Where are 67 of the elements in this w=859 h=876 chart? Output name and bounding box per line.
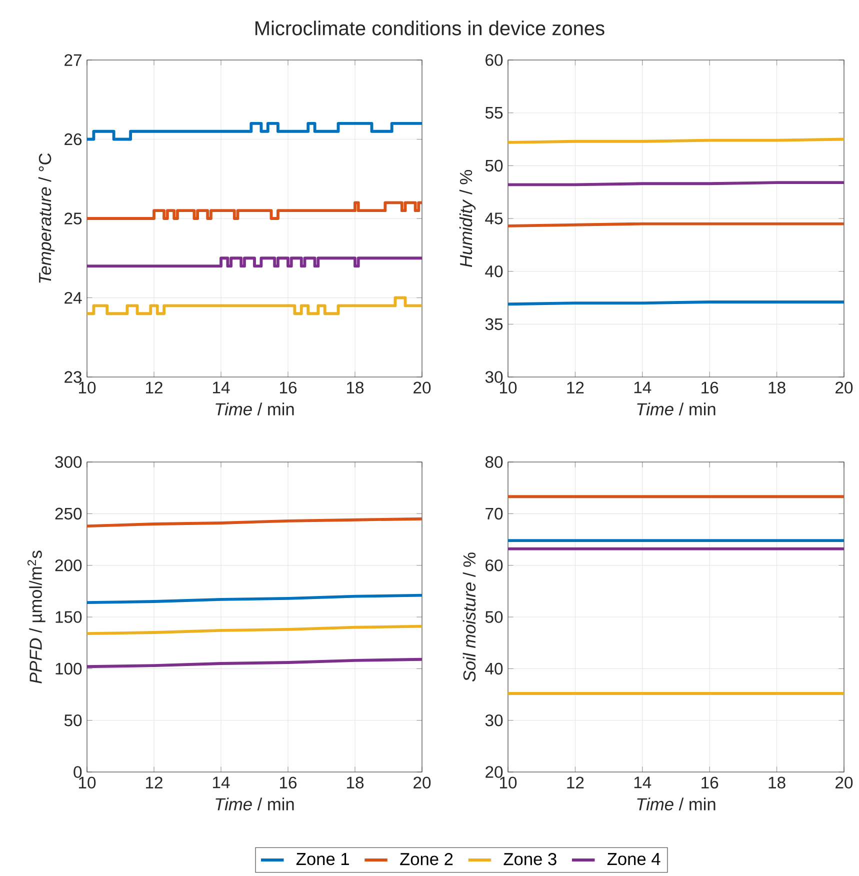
- y-tick-label: 60: [486, 54, 503, 66]
- x-tick-label: 20: [414, 382, 431, 394]
- x-tick-label: 10: [500, 382, 517, 394]
- legend-label: Zone 2: [400, 852, 453, 866]
- x-tick-label: 10: [79, 776, 96, 789]
- x-tick-label: 12: [567, 776, 584, 788]
- x-tick-label: 14: [213, 776, 230, 788]
- y-tick-label: 100: [56, 662, 82, 675]
- line-series: [87, 517, 422, 528]
- legend-label: Zone 1: [296, 853, 349, 866]
- y-tick-label: 40: [485, 265, 503, 278]
- y-tick-label: 24: [64, 292, 82, 304]
- y-tick-label: 55: [485, 107, 503, 119]
- legend-label: Zone 4: [607, 853, 660, 866]
- line-series: [87, 624, 422, 636]
- y-tick-label: 30: [485, 714, 503, 726]
- legend-label: Zone 3: [504, 852, 556, 866]
- x-tick-label: 12: [146, 776, 162, 788]
- x-tick-label: 18: [347, 776, 364, 789]
- x-tick-label: 16: [280, 382, 297, 394]
- y-axis-title: Humidity / %: [459, 170, 476, 268]
- y-tick-label: 50: [485, 160, 503, 172]
- x-tick-label: 18: [768, 382, 786, 394]
- x-axis-title: Time / min: [637, 798, 716, 810]
- y-tick-label: 26: [64, 133, 82, 146]
- x-tick-label: 20: [836, 776, 853, 789]
- y-tick-label: 35: [485, 318, 503, 330]
- y-tick-label: 70: [486, 508, 503, 520]
- x-tick-label: 12: [567, 382, 584, 394]
- y-tick-label: 200: [55, 559, 82, 572]
- y-tick-label: 50: [64, 714, 82, 726]
- line-series: [87, 658, 422, 668]
- y-tick-label: 50: [485, 611, 503, 623]
- y-tick-label: 20: [486, 766, 503, 778]
- y-axis-title: Soil moisture / %: [462, 552, 476, 682]
- y-tick-label: 30: [485, 371, 503, 383]
- y-tick-label: 25: [64, 212, 82, 224]
- y-axis-title: PPFD / µmol/m$^{2}$s: [27, 550, 46, 684]
- x-axis-title: Time / min: [637, 402, 716, 416]
- x-tick-label: 14: [634, 382, 652, 394]
- x-tick-label: 12: [146, 382, 162, 394]
- y-tick-label: 23: [64, 371, 82, 383]
- x-tick-label: 14: [634, 776, 652, 788]
- chart-title: Microclimate conditions in device zones: [255, 20, 604, 36]
- y-tick-label: 60: [486, 559, 503, 572]
- x-tick-label: 18: [347, 382, 364, 394]
- x-axis-title: Time / min: [216, 402, 294, 416]
- x-tick-label: 10: [500, 776, 517, 789]
- x-tick-label: 20: [836, 382, 853, 394]
- y-axis-title: Temperature / °C: [38, 153, 55, 283]
- x-tick-label: 16: [702, 382, 718, 394]
- y-tick-label: 150: [56, 611, 82, 623]
- y-tick-label: 40: [485, 662, 503, 675]
- line-series: [87, 594, 422, 604]
- y-tick-label: 27: [64, 54, 82, 66]
- y-tick-label: 0: [74, 766, 82, 778]
- x-tick-label: 14: [213, 382, 230, 394]
- x-axis-title: Time / min: [216, 798, 294, 810]
- y-tick-label: 250: [55, 508, 82, 520]
- x-tick-label: 10: [79, 382, 96, 394]
- x-tick-label: 16: [280, 776, 297, 789]
- y-tick-label: 80: [485, 456, 503, 468]
- x-tick-label: 20: [414, 776, 431, 789]
- x-tick-label: 16: [702, 776, 718, 789]
- y-tick-label: 45: [485, 212, 503, 224]
- y-tick-label: 300: [55, 456, 82, 468]
- x-tick-label: 18: [768, 776, 786, 789]
